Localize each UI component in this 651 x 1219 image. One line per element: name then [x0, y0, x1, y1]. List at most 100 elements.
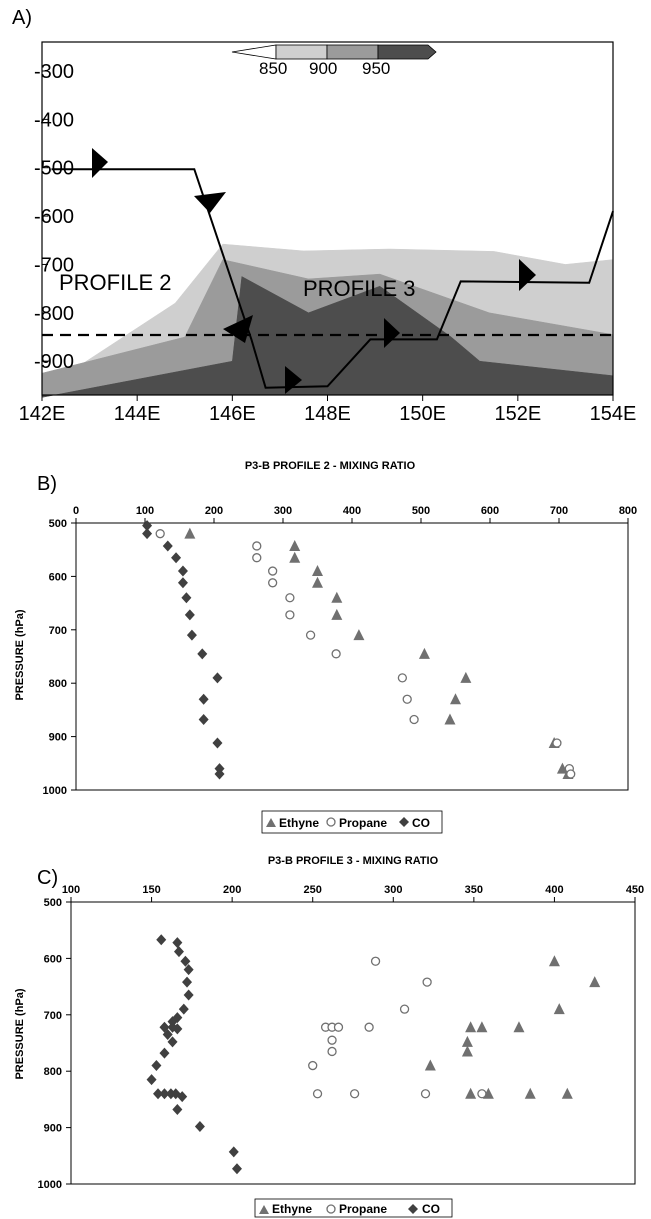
ethyne-point	[513, 1021, 525, 1033]
co-point	[159, 1088, 170, 1100]
panel-b-letter: B)	[37, 473, 57, 495]
colorbar-label-900: 900	[309, 59, 337, 78]
legend: Ethyne Propane CO	[261, 810, 443, 834]
ethyne-point	[561, 1087, 573, 1099]
y-tick-label: 500	[44, 897, 62, 909]
y-tick-label: 600	[44, 953, 62, 965]
ethyne-point	[312, 576, 323, 588]
chart-title: P3-B PROFILE 3 - MIXING RATIO	[268, 855, 439, 867]
y-tick-label: -600	[34, 206, 74, 228]
propane-point	[267, 578, 278, 588]
y-axis-label: PRESSURE (hPa)	[14, 609, 26, 700]
ethyne-point	[312, 565, 323, 577]
track-arrow	[92, 148, 108, 178]
co-point	[159, 1047, 170, 1059]
x-tick-label: 250	[304, 884, 322, 896]
co-point	[151, 1060, 162, 1072]
co-point	[172, 1104, 183, 1116]
propane-point	[397, 673, 408, 683]
y-axis-label: PRESSURE (hPa)	[14, 988, 26, 1079]
ethyne-point	[418, 647, 430, 659]
legend-propane-marker	[326, 817, 336, 827]
legend-propane-marker	[326, 1204, 336, 1214]
propane-point	[552, 738, 562, 748]
co-point	[167, 1016, 178, 1028]
co-point	[177, 577, 188, 589]
co-point	[156, 934, 167, 946]
panel-a-letter: A)	[12, 7, 32, 29]
propane-point	[327, 1035, 337, 1045]
propane-point	[252, 553, 262, 563]
co-point	[181, 592, 192, 604]
co-point	[184, 609, 195, 621]
x-tick-label: 100	[136, 505, 154, 517]
plot-frame	[75, 522, 629, 791]
legend-propane-label: Propane	[339, 816, 387, 830]
ethyne-point	[353, 629, 365, 641]
x-tick-label: 144E	[114, 403, 161, 425]
ethyne-point	[548, 955, 560, 967]
co-point	[142, 528, 153, 540]
plot-frame	[70, 901, 636, 1185]
co-point	[186, 629, 197, 641]
flight-direction-arrows	[92, 148, 536, 394]
co-point	[177, 1091, 188, 1103]
co-point	[212, 672, 223, 684]
y-tick-label: 800	[44, 1066, 62, 1078]
legend-propane-label: Propane	[339, 1202, 387, 1216]
track-arrow	[285, 366, 302, 394]
x-tick-label: 350	[465, 884, 483, 896]
propane-point	[312, 1089, 323, 1099]
y-tick-label: -700	[34, 254, 74, 276]
track-arrow	[194, 192, 226, 213]
x-tick-label: 150E	[399, 403, 446, 425]
x-tick-label: 146E	[209, 403, 256, 425]
panel-b: B) P3-B PROFILE 2 - MIXING RATIO PRESSUR…	[14, 460, 637, 834]
ethyne-point	[289, 551, 301, 563]
co-point	[171, 552, 182, 564]
colorbar-left-arrow	[231, 44, 277, 60]
co-point	[172, 1023, 183, 1035]
ethyne-point	[450, 693, 461, 705]
colorbar-label-950: 950	[362, 59, 390, 78]
ethyne-point	[553, 1003, 565, 1015]
co-point	[198, 714, 209, 726]
ethyne-point	[331, 591, 343, 603]
y-tick-label: -900	[34, 351, 74, 373]
ethyne-point	[424, 1059, 436, 1071]
propane-point	[267, 566, 278, 576]
ethyne-point	[556, 762, 568, 774]
x-tick-label: 148E	[304, 403, 351, 425]
colorbar-900	[326, 44, 379, 60]
ethyne-point	[461, 1045, 473, 1057]
co-point	[231, 1163, 242, 1175]
co-point	[228, 1146, 239, 1158]
ethyne-point	[524, 1087, 536, 1099]
track-arrow	[519, 259, 536, 291]
y-tick-label: 700	[44, 1010, 62, 1022]
legend-co-label: CO	[412, 816, 430, 830]
propane-point	[327, 1046, 337, 1057]
x-tick-label: 142E	[19, 403, 66, 425]
x-tick-label: 300	[384, 884, 402, 896]
co-point	[162, 540, 173, 552]
x-tick-label: 300	[274, 505, 292, 517]
y-tick-label: 600	[49, 571, 67, 583]
co-point	[183, 964, 194, 976]
co-point	[183, 989, 194, 1001]
co-point	[173, 946, 184, 958]
propane-point	[477, 1089, 487, 1099]
y-tick-label: 700	[49, 625, 67, 637]
panel-a: A) 850 900 950 PROFILE 2 PROFILE 3 -300-…	[12, 7, 636, 425]
x-tick-label: 600	[481, 505, 499, 517]
co-point	[214, 768, 225, 780]
x-tick-label: 100	[62, 884, 80, 896]
x-tick-label: 500	[412, 505, 430, 517]
ethyne-point	[460, 671, 472, 683]
panel-c-letter: C)	[37, 867, 58, 889]
co-point	[172, 937, 183, 949]
x-axis-ticks: 142E 144E 146E 148E 150E 152E 154E	[19, 395, 636, 425]
legend-ethyne-marker	[259, 1205, 269, 1214]
propane-point	[566, 769, 576, 779]
y-tick-label: -300	[34, 61, 74, 83]
